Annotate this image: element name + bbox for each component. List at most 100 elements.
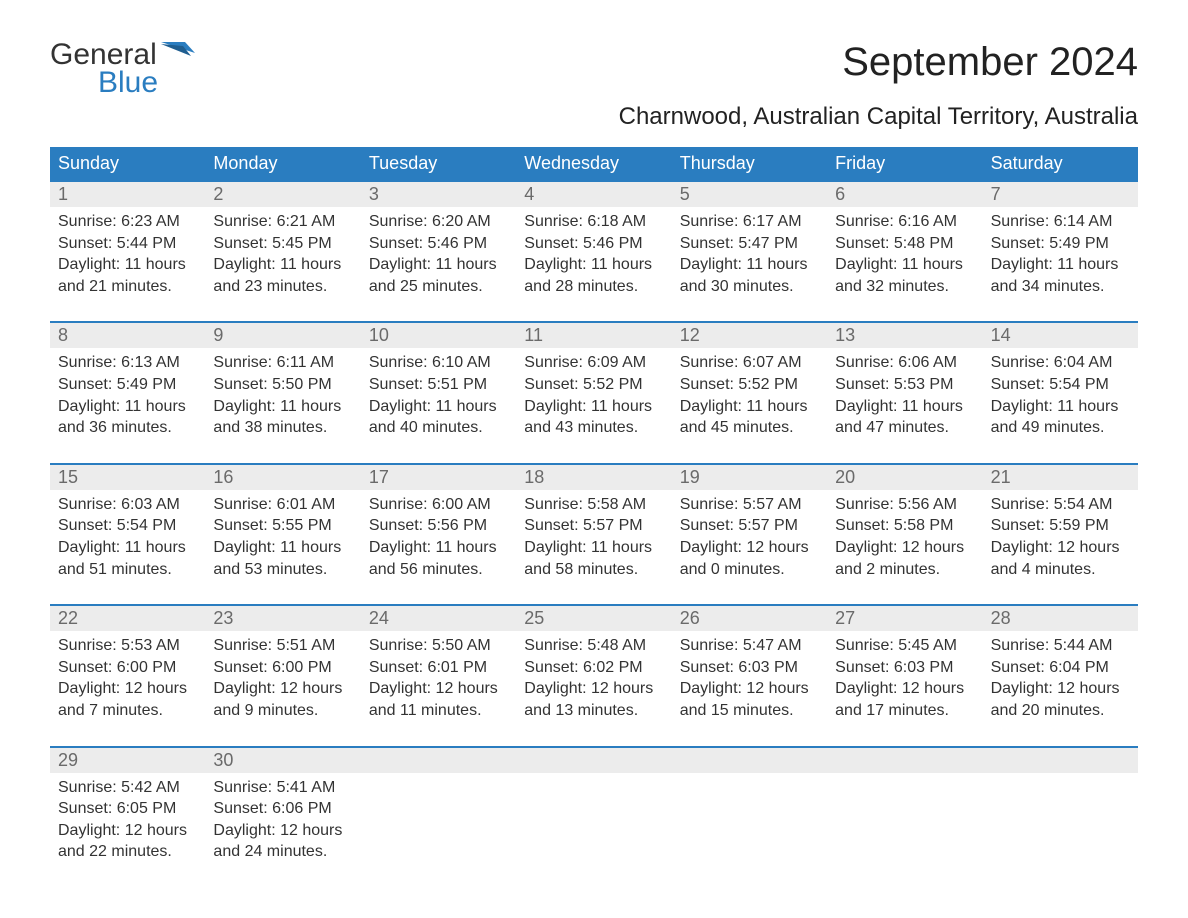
day-cell: 3Sunrise: 6:20 AMSunset: 5:46 PMDaylight… — [361, 182, 516, 321]
week-row: 1Sunrise: 6:23 AMSunset: 5:44 PMDaylight… — [50, 180, 1138, 321]
day-body: Sunrise: 6:00 AMSunset: 5:56 PMDaylight:… — [361, 490, 516, 604]
day-daylight1: Daylight: 12 hours — [680, 537, 819, 559]
day-sunset: Sunset: 5:54 PM — [58, 515, 197, 537]
day-daylight1: Daylight: 12 hours — [835, 537, 974, 559]
day-sunrise: Sunrise: 6:01 AM — [213, 494, 352, 516]
day-sunrise: Sunrise: 5:44 AM — [991, 635, 1130, 657]
day-cell: 13Sunrise: 6:06 AMSunset: 5:53 PMDayligh… — [827, 323, 982, 462]
day-cell: 9 Sunrise: 6:11 AMSunset: 5:50 PMDaylight… — [205, 323, 360, 462]
day-sunrise: Sunrise: 6:21 AM — [213, 211, 352, 233]
day-cell — [361, 748, 516, 887]
day-daylight1: Daylight: 12 hours — [58, 678, 197, 700]
day-daylight2: and 20 minutes. — [991, 700, 1130, 722]
day-daylight1: Daylight: 12 hours — [369, 678, 508, 700]
day-sunrise: Sunrise: 6:20 AM — [369, 211, 508, 233]
day-sunset: Sunset: 5:50 PM — [213, 374, 352, 396]
day-cell: 12Sunrise: 6:07 AMSunset: 5:52 PMDayligh… — [672, 323, 827, 462]
day-number: 9 — [205, 323, 360, 348]
day-daylight1: Daylight: 11 hours — [369, 396, 508, 418]
weekday-header: Wednesday — [516, 147, 671, 180]
day-sunrise: Sunrise: 5:54 AM — [991, 494, 1130, 516]
day-sunrise: Sunrise: 6:03 AM — [58, 494, 197, 516]
day-daylight2: and 4 minutes. — [991, 559, 1130, 581]
day-daylight1: Daylight: 12 hours — [680, 678, 819, 700]
day-daylight1: Daylight: 11 hours — [213, 396, 352, 418]
day-number: 10 — [361, 323, 516, 348]
day-body: Sunrise: 6:13 AMSunset: 5:49 PMDaylight:… — [50, 348, 205, 462]
day-daylight2: and 13 minutes. — [524, 700, 663, 722]
day-daylight1: Daylight: 12 hours — [835, 678, 974, 700]
day-cell: 27Sunrise: 5:45 AMSunset: 6:03 PMDayligh… — [827, 606, 982, 745]
day-daylight2: and 34 minutes. — [991, 276, 1130, 298]
day-daylight2: and 49 minutes. — [991, 417, 1130, 439]
day-sunrise: Sunrise: 6:06 AM — [835, 352, 974, 374]
day-cell: 28Sunrise: 5:44 AMSunset: 6:04 PMDayligh… — [983, 606, 1138, 745]
day-body: Sunrise: 5:47 AMSunset: 6:03 PMDaylight:… — [672, 631, 827, 745]
day-number: 25 — [516, 606, 671, 631]
day-number: 14 — [983, 323, 1138, 348]
day-daylight1: Daylight: 11 hours — [213, 537, 352, 559]
day-daylight1: Daylight: 11 hours — [680, 396, 819, 418]
day-daylight2: and 17 minutes. — [835, 700, 974, 722]
day-sunset: Sunset: 5:54 PM — [991, 374, 1130, 396]
day-daylight2: and 2 minutes. — [835, 559, 974, 581]
day-number: 8 — [50, 323, 205, 348]
day-number: 7 — [983, 182, 1138, 207]
week-row: 29Sunrise: 5:42 AMSunset: 6:05 PMDayligh… — [50, 746, 1138, 887]
day-daylight2: and 38 minutes. — [213, 417, 352, 439]
day-sunset: Sunset: 5:49 PM — [58, 374, 197, 396]
day-cell: 1Sunrise: 6:23 AMSunset: 5:44 PMDaylight… — [50, 182, 205, 321]
day-sunset: Sunset: 6:05 PM — [58, 798, 197, 820]
day-sunrise: Sunrise: 6:16 AM — [835, 211, 974, 233]
day-sunrise: Sunrise: 5:51 AM — [213, 635, 352, 657]
day-sunrise: Sunrise: 5:58 AM — [524, 494, 663, 516]
day-body — [361, 773, 516, 881]
weekday-header: Monday — [205, 147, 360, 180]
day-sunrise: Sunrise: 6:23 AM — [58, 211, 197, 233]
day-sunrise: Sunrise: 6:13 AM — [58, 352, 197, 374]
day-body — [983, 773, 1138, 881]
header: General Blue September 2024 Charnwood, A… — [50, 40, 1138, 131]
day-cell: 8Sunrise: 6:13 AMSunset: 5:49 PMDaylight… — [50, 323, 205, 462]
day-cell: 19Sunrise: 5:57 AMSunset: 5:57 PMDayligh… — [672, 465, 827, 604]
day-daylight2: and 0 minutes. — [680, 559, 819, 581]
day-body: Sunrise: 5:42 AMSunset: 6:05 PMDaylight:… — [50, 773, 205, 887]
day-sunset: Sunset: 6:06 PM — [213, 798, 352, 820]
day-cell — [672, 748, 827, 887]
day-number: 5 — [672, 182, 827, 207]
day-number: 1 — [50, 182, 205, 207]
day-body — [827, 773, 982, 881]
day-daylight2: and 24 minutes. — [213, 841, 352, 863]
day-sunset: Sunset: 6:00 PM — [213, 657, 352, 679]
day-number: 19 — [672, 465, 827, 490]
day-body: Sunrise: 5:57 AMSunset: 5:57 PMDaylight:… — [672, 490, 827, 604]
day-cell: 2Sunrise: 6:21 AMSunset: 5:45 PMDaylight… — [205, 182, 360, 321]
day-sunset: Sunset: 5:52 PM — [524, 374, 663, 396]
day-number: 6 — [827, 182, 982, 207]
day-cell — [516, 748, 671, 887]
day-sunrise: Sunrise: 6:11 AM — [213, 352, 352, 374]
day-sunset: Sunset: 5:51 PM — [369, 374, 508, 396]
day-body: Sunrise: 5:50 AMSunset: 6:01 PMDaylight:… — [361, 631, 516, 745]
day-sunset: Sunset: 5:57 PM — [680, 515, 819, 537]
day-sunset: Sunset: 6:04 PM — [991, 657, 1130, 679]
day-daylight2: and 32 minutes. — [835, 276, 974, 298]
day-sunset: Sunset: 5:46 PM — [369, 233, 508, 255]
day-body: Sunrise: 5:54 AMSunset: 5:59 PMDaylight:… — [983, 490, 1138, 604]
day-daylight1: Daylight: 11 hours — [524, 537, 663, 559]
day-body: Sunrise: 5:48 AMSunset: 6:02 PMDaylight:… — [516, 631, 671, 745]
weekday-header-row: Sunday Monday Tuesday Wednesday Thursday… — [50, 147, 1138, 180]
day-daylight2: and 56 minutes. — [369, 559, 508, 581]
day-sunrise: Sunrise: 5:47 AM — [680, 635, 819, 657]
day-cell: 17Sunrise: 6:00 AMSunset: 5:56 PMDayligh… — [361, 465, 516, 604]
day-body: Sunrise: 5:51 AMSunset: 6:00 PMDaylight:… — [205, 631, 360, 745]
day-daylight1: Daylight: 12 hours — [58, 820, 197, 842]
day-cell — [827, 748, 982, 887]
day-daylight2: and 25 minutes. — [369, 276, 508, 298]
day-body: Sunrise: 6:17 AMSunset: 5:47 PMDaylight:… — [672, 207, 827, 321]
day-number: 29 — [50, 748, 205, 773]
day-cell: 22Sunrise: 5:53 AMSunset: 6:00 PMDayligh… — [50, 606, 205, 745]
day-daylight2: and 22 minutes. — [58, 841, 197, 863]
day-number — [516, 748, 671, 773]
day-body — [516, 773, 671, 881]
